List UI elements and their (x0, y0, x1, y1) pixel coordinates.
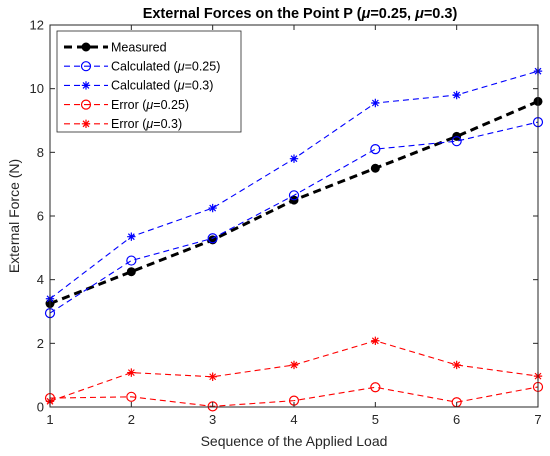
data-point-4-3 (289, 360, 299, 370)
x-axis-label: Sequence of the Applied Load (201, 433, 388, 449)
legend-entry-0: Measured (64, 40, 167, 54)
y-axis-label: External Force (N) (6, 159, 22, 273)
legend-entry-1: Calculated (μ=0.25) (64, 60, 220, 74)
series-line-1 (49, 121, 539, 314)
data-point-1-4 (370, 144, 381, 155)
legend-entry-4: Error (μ=0.3) (64, 117, 182, 131)
legend-entry-2: Calculated (μ=0.3) (64, 79, 213, 93)
data-point-0-4 (370, 163, 380, 173)
y-tick-label: 0 (37, 400, 44, 415)
x-tick-label: 7 (534, 412, 541, 427)
legend-label-1: Calculated (μ=0.25) (111, 60, 220, 74)
legend-marker-1 (80, 61, 92, 72)
x-tick-label: 2 (128, 412, 135, 427)
data-point-2-3 (289, 154, 299, 163)
series-3 (44, 381, 544, 412)
x-tick-label: 3 (209, 412, 216, 427)
y-tick-label: 10 (30, 81, 44, 96)
data-point-2-5 (452, 90, 461, 100)
legend-marker-0 (81, 42, 91, 52)
data-point-4-2 (208, 372, 217, 381)
data-point-2-4 (371, 98, 380, 108)
data-point-1-2 (207, 233, 218, 244)
legend-label-4: Error (μ=0.3) (111, 117, 182, 131)
legend-label-2: Calculated (μ=0.3) (111, 79, 213, 93)
data-point-4-1 (127, 368, 136, 377)
legend: Measured Calculated (μ=0.25) Calculated (μ… (56, 30, 242, 133)
data-point-2-2 (208, 203, 217, 213)
data-point-3-4 (370, 382, 381, 393)
data-point-4-5 (452, 360, 461, 370)
x-tick-label: 4 (290, 412, 297, 427)
y-tick-label: 6 (37, 209, 44, 224)
y-tick-label: 12 (30, 18, 44, 33)
y-tick-label: 8 (37, 145, 44, 160)
data-point-4-4 (371, 336, 380, 345)
y-tick-label: 2 (37, 336, 44, 351)
data-point-1-1 (126, 255, 137, 266)
chart-title: External Forces on the Point P (μ=0.25, … (143, 6, 458, 22)
data-point-2-1 (127, 232, 136, 241)
data-point-1-3 (288, 190, 300, 201)
series-line-3 (49, 386, 539, 407)
data-point-1-5 (451, 136, 462, 147)
data-point-3-1 (126, 391, 137, 402)
x-tick-label: 1 (46, 412, 53, 427)
legend-label-3: Error (μ=0.25) (111, 98, 189, 112)
data-point-0-1 (126, 267, 136, 277)
legend-entry-3: Error (μ=0.25) (64, 98, 189, 112)
legend-label-0: Measured (111, 40, 167, 54)
x-tick-label: 6 (453, 412, 460, 427)
legend-entries: Measured Calculated (μ=0.25) Calculated (μ… (64, 40, 220, 131)
y-tick-label: 4 (37, 272, 44, 287)
legend-marker-4 (81, 119, 91, 128)
legend-marker-3 (80, 99, 92, 110)
series-layer (44, 66, 544, 412)
data-point-3-2 (207, 401, 218, 412)
legend-marker-2 (81, 81, 91, 90)
x-tick-label: 5 (372, 412, 379, 427)
